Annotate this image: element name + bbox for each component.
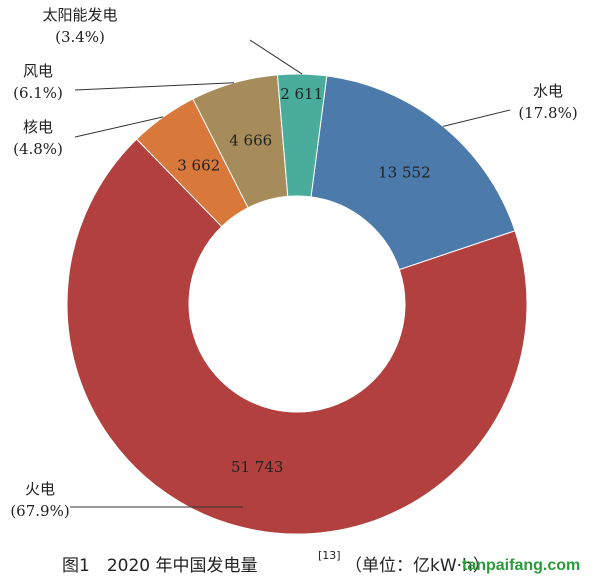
leader-line xyxy=(74,116,164,138)
leader-line xyxy=(249,39,303,75)
slice xyxy=(310,75,516,271)
leader-line xyxy=(443,109,511,127)
leader-line xyxy=(74,82,235,91)
category-label: 火电 xyxy=(25,480,55,498)
value-label: 13 552 xyxy=(378,163,431,181)
caption: 图1 2020 年中国发电量 xyxy=(62,556,257,576)
value-label: 51 743 xyxy=(231,458,284,476)
category-label: 风电 xyxy=(23,62,53,80)
caption-unit: （单位：亿kW·h） xyxy=(345,556,490,576)
percent-label: (3.4%) xyxy=(55,28,105,46)
percent-label: (17.8%) xyxy=(518,104,577,122)
category-label: 太阳能发电 xyxy=(42,6,117,24)
slice xyxy=(276,73,328,198)
slice xyxy=(66,138,528,535)
percent-label: (4.8%) xyxy=(13,140,63,158)
percent-label: (67.9%) xyxy=(10,502,69,520)
value-label: 2 611 xyxy=(280,85,323,103)
value-label: 3 662 xyxy=(177,157,220,175)
category-label: 核电 xyxy=(23,118,53,136)
percent-label: (6.1%) xyxy=(13,84,63,102)
category-label: 水电 xyxy=(533,82,563,100)
watermark: tanpaifang.com xyxy=(462,557,580,574)
caption-ref: [13] xyxy=(318,549,341,562)
value-label: 4 666 xyxy=(229,131,272,149)
